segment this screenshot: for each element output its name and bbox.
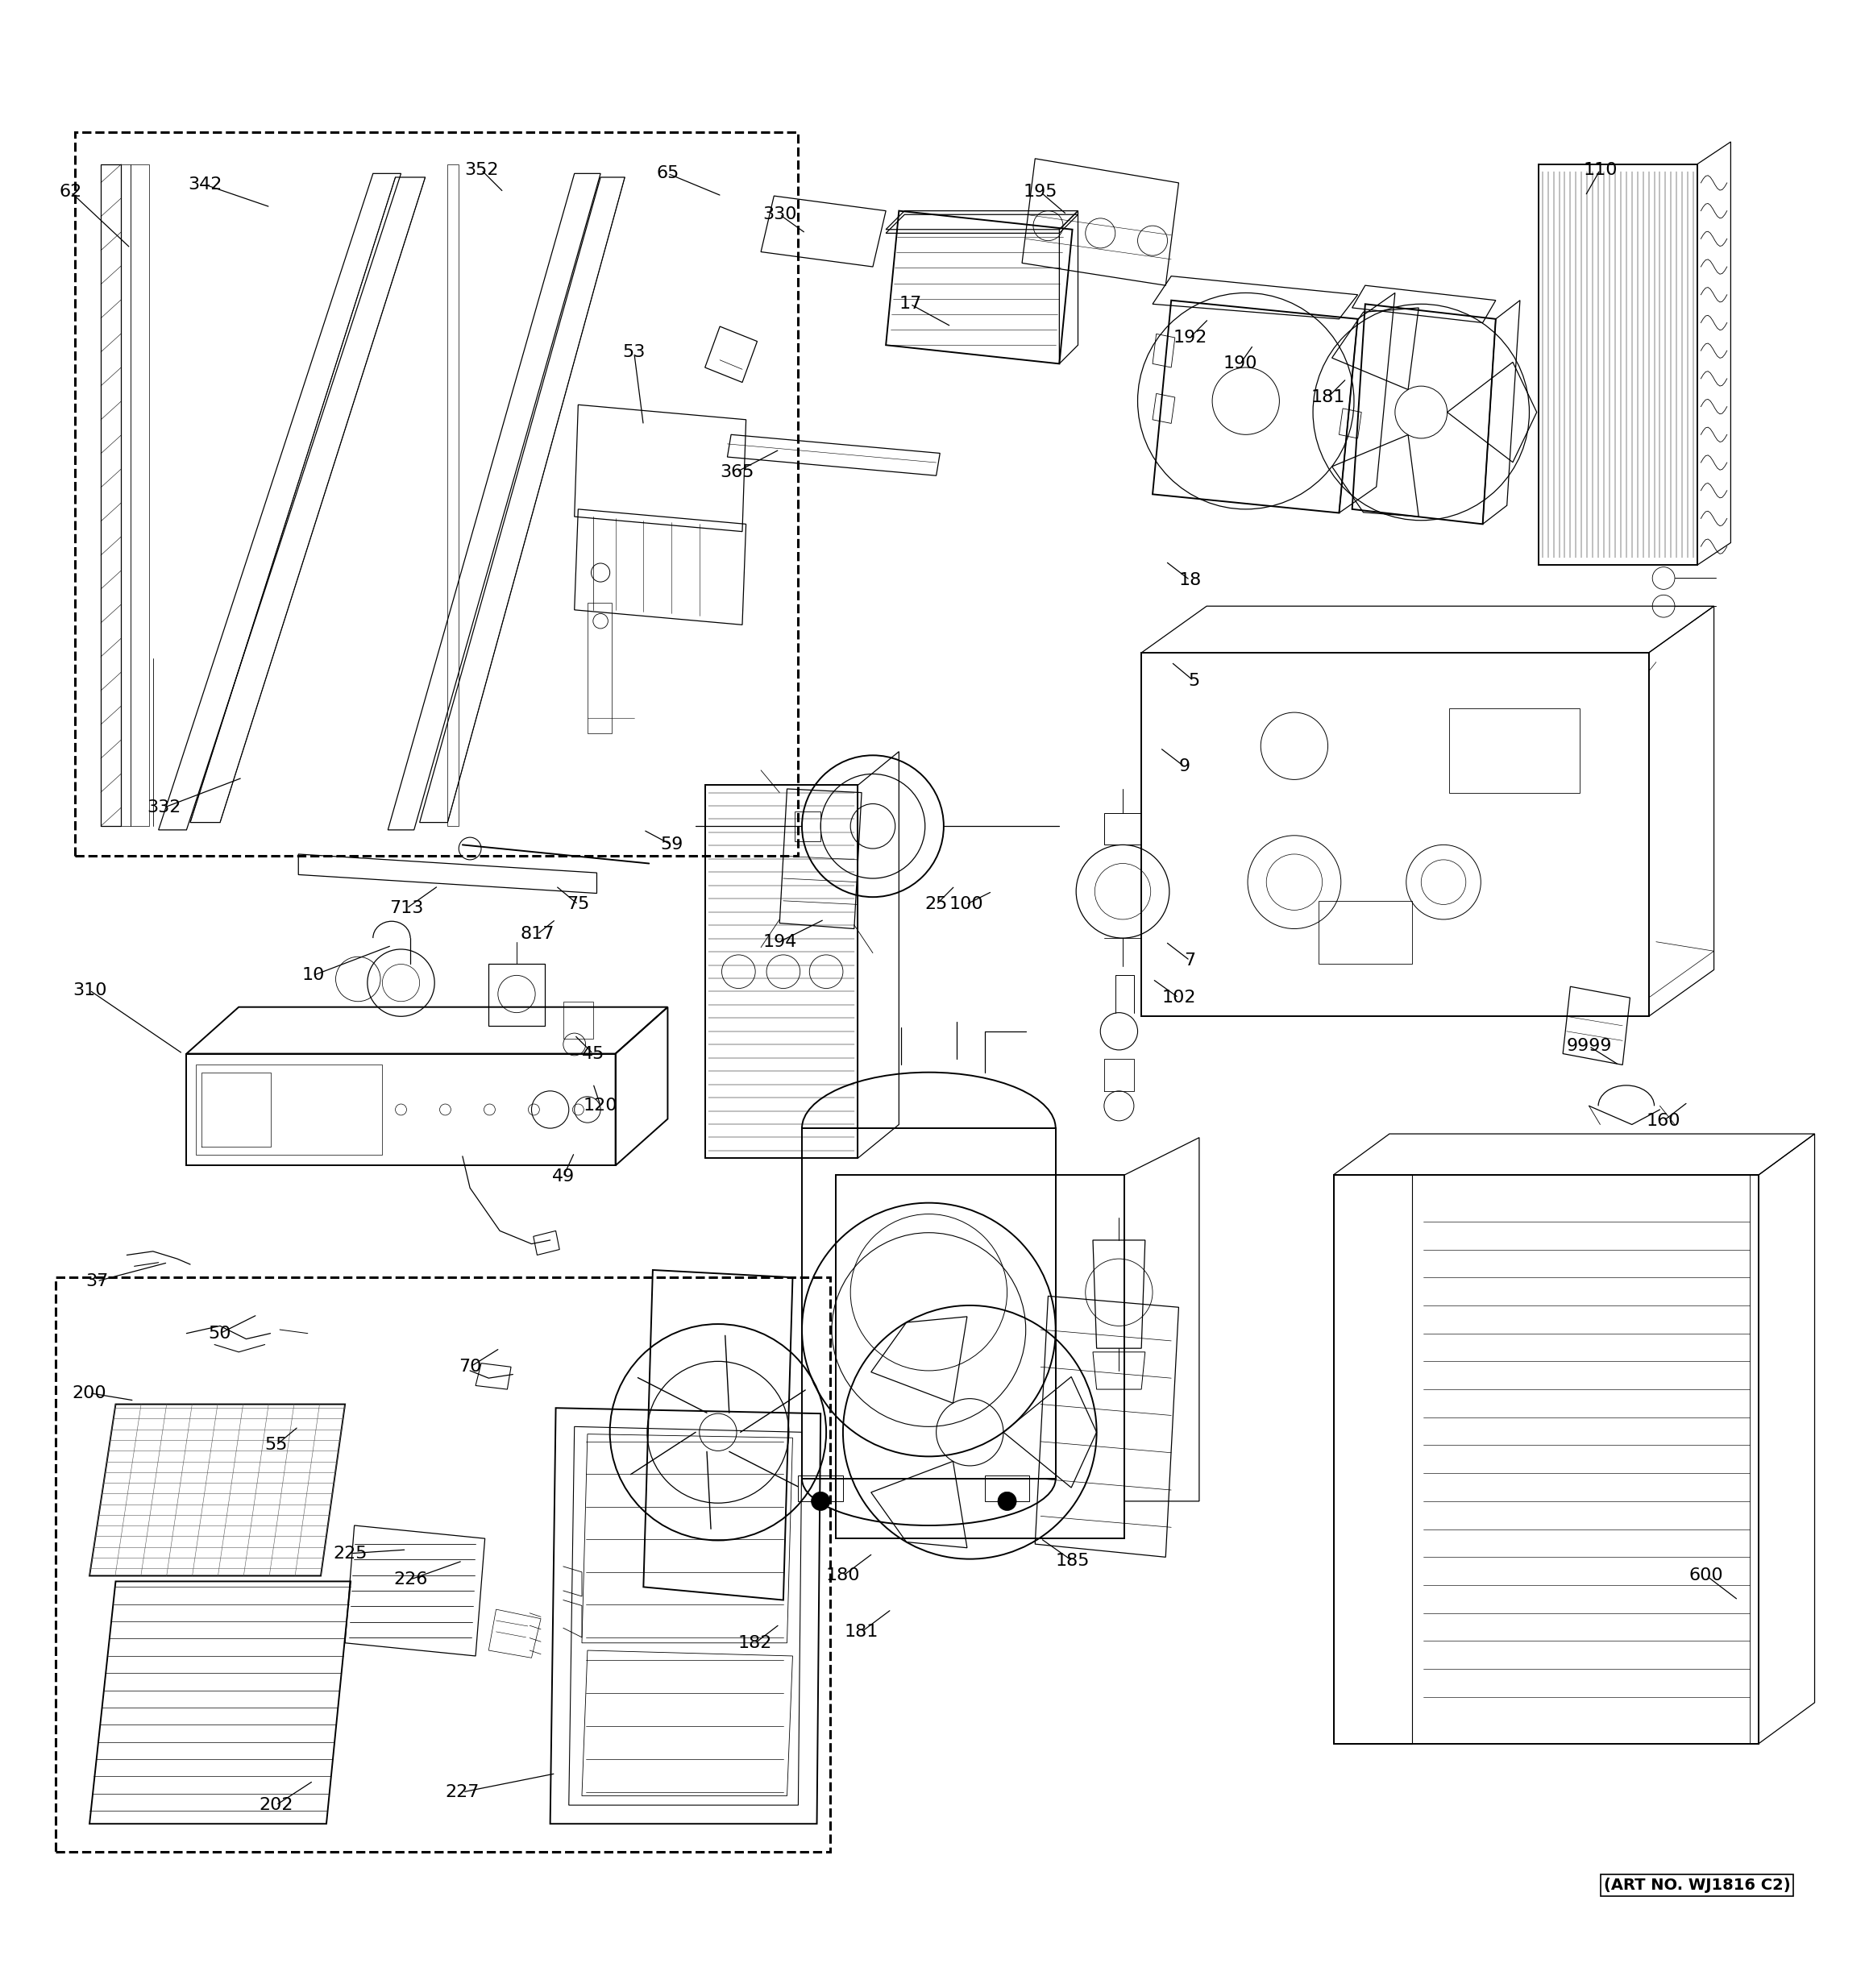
Text: 225: 225 — [334, 1545, 367, 1561]
Text: 185: 185 — [1056, 1553, 1089, 1569]
Text: 70: 70 — [459, 1360, 481, 1376]
Text: 18: 18 — [1179, 573, 1201, 588]
Text: 342: 342 — [188, 177, 222, 193]
Text: 713: 713 — [390, 901, 423, 916]
Text: 227: 227 — [446, 1783, 479, 1801]
Text: 37: 37 — [86, 1272, 108, 1290]
Text: 160: 160 — [1647, 1113, 1680, 1129]
Text: 102: 102 — [1162, 990, 1195, 1006]
Text: 310: 310 — [73, 982, 106, 998]
Bar — [56, 1278, 830, 1851]
Text: 9: 9 — [1179, 759, 1190, 775]
Text: 120: 120 — [584, 1097, 617, 1113]
Text: 5: 5 — [1188, 672, 1199, 688]
Text: 49: 49 — [552, 1169, 574, 1185]
Text: 50: 50 — [209, 1326, 231, 1342]
Text: 330: 330 — [763, 207, 796, 223]
Text: 59: 59 — [660, 837, 683, 853]
Text: 110: 110 — [1583, 161, 1617, 177]
Text: 190: 190 — [1223, 356, 1257, 372]
Text: 600: 600 — [1690, 1569, 1723, 1584]
Text: 55: 55 — [265, 1437, 287, 1453]
Circle shape — [998, 1491, 1016, 1511]
Text: 200: 200 — [73, 1386, 106, 1402]
Text: 226: 226 — [394, 1571, 427, 1588]
Text: 365: 365 — [720, 463, 753, 479]
Text: 10: 10 — [302, 968, 325, 984]
Text: 192: 192 — [1173, 330, 1207, 346]
Text: (ART NO. WJ1816 C2): (ART NO. WJ1816 C2) — [1604, 1879, 1790, 1893]
Text: 53: 53 — [623, 344, 645, 360]
Text: 181: 181 — [1311, 390, 1345, 406]
Text: 65: 65 — [656, 165, 679, 181]
Text: 332: 332 — [147, 799, 181, 815]
Text: 75: 75 — [567, 897, 589, 912]
Text: 352: 352 — [464, 161, 498, 177]
Text: 62: 62 — [60, 185, 82, 201]
Text: 181: 181 — [845, 1624, 878, 1640]
Text: 817: 817 — [520, 926, 554, 942]
Text: 7: 7 — [1184, 952, 1195, 968]
Text: 9999: 9999 — [1567, 1038, 1611, 1054]
Text: 100: 100 — [949, 897, 983, 912]
Text: 180: 180 — [826, 1569, 860, 1584]
Text: 182: 182 — [739, 1634, 772, 1650]
Text: 194: 194 — [763, 934, 796, 950]
Text: 45: 45 — [582, 1046, 604, 1062]
Text: 17: 17 — [899, 296, 921, 312]
Circle shape — [811, 1491, 830, 1511]
Bar — [75, 133, 798, 857]
Text: 25: 25 — [925, 897, 947, 912]
Text: 195: 195 — [1024, 185, 1057, 201]
Text: 202: 202 — [259, 1797, 293, 1813]
